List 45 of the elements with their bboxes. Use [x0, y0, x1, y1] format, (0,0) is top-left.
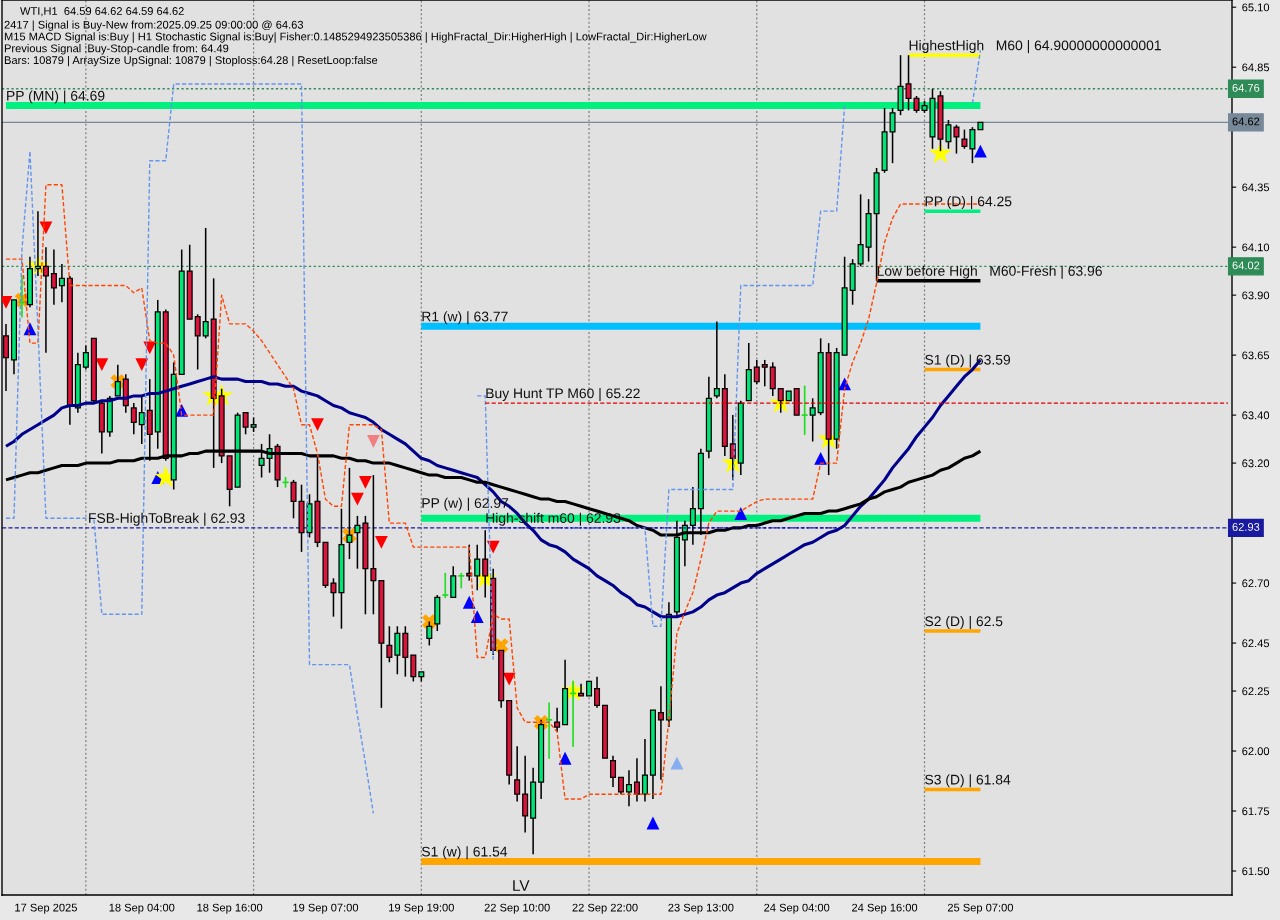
annotation: FSB-HighToBreak | 62.93: [89, 512, 245, 526]
y-tick-label: 62.70: [1242, 579, 1270, 588]
x-tick-label: 17 Sep 2025: [15, 903, 77, 914]
text: WTI,H1 64.59 64.62 64.59 64.62: [20, 7, 184, 17]
x-tick-label: 19 Sep 19:00: [389, 903, 454, 914]
x-tick-label: 24 Sep 16:00: [852, 903, 918, 914]
ref-line-label: 64.02: [1232, 261, 1260, 270]
series-label: HighestHigh M60 | 64.90000000000001: [909, 40, 1161, 54]
series-label: Buy Hunt TP M60 | 65.22: [486, 388, 640, 402]
x-tick-label: 25 Sep 07:00: [947, 903, 1014, 914]
y-tick-label: 63.65: [1242, 351, 1270, 360]
x-tick-label: 24 Sep 04:00: [764, 903, 830, 914]
y-tick-label: 61.75: [1242, 807, 1270, 816]
series-label: Low before High M60-Fresh | 63.96: [877, 265, 1102, 279]
series-label: S1 (w) | 61.54: [421, 846, 508, 860]
annotation: 2417 | Signal is Buy-New from:2025.09.25 09:00:00 @ 64.63: [4, 20, 304, 31]
series-label: R1 (w) | 63.77: [422, 311, 508, 325]
y-tick-label: 62.00: [1242, 747, 1270, 756]
x-tick-label: 23 Sep 13:00: [668, 903, 734, 914]
ref-line-label: 62.93: [1232, 523, 1260, 531]
series-label: S1 (D) | 63.59: [925, 354, 1011, 368]
y-tick-label: 63.20: [1242, 459, 1270, 468]
ref-line-label: 64.62: [1232, 117, 1260, 126]
y-tick-label: 65.10: [1242, 3, 1270, 12]
y-tick-label: 64.85: [1242, 63, 1270, 72]
x-tick-label: 18 Sep 04:00: [109, 903, 175, 914]
annotation: LV: [513, 880, 530, 891]
y-tick-label: 61.50: [1242, 867, 1270, 876]
y-tick-label: 63.90: [1242, 291, 1270, 300]
x-tick-label: 19 Sep 07:00: [293, 903, 359, 914]
annotation: Previous Signal :Buy-Stop-candle from: 64.49: [4, 44, 229, 55]
series-label: S3 (D) | 61.84: [925, 774, 1011, 788]
y-tick-label: 62.45: [1242, 639, 1270, 648]
x-tick-label: 18 Sep 16:00: [197, 903, 263, 914]
annotation: Bars: 10879 | ArraySize UpSignal: 10879 | Stoploss:64.28 | ResetLoop:false: [4, 55, 378, 67]
y-tick-label: 64.35: [1242, 183, 1270, 192]
ref-line-label: 64.76: [1232, 83, 1260, 92]
series-label: PP (MN) | 64.69: [7, 90, 105, 104]
x-tick-label: 22 Sep 22:00: [572, 903, 638, 914]
series-label: S2 (D) | 62.5: [925, 615, 1003, 629]
y-tick-label: 62.25: [1242, 687, 1270, 696]
annotation: M15 MACD Signal is:Buy | H1 Stochastic Signal is:Buy| Fisher:0.1485294923505386 | HighFractal_Dir:HigherHigh | LowFractal_Dir:HigherLow: [4, 32, 707, 43]
y-tick-label: 64.10: [1242, 243, 1270, 252]
x-tick-label: 22 Sep 10:00: [484, 903, 550, 914]
y-tick-label: 63.40: [1242, 411, 1270, 420]
